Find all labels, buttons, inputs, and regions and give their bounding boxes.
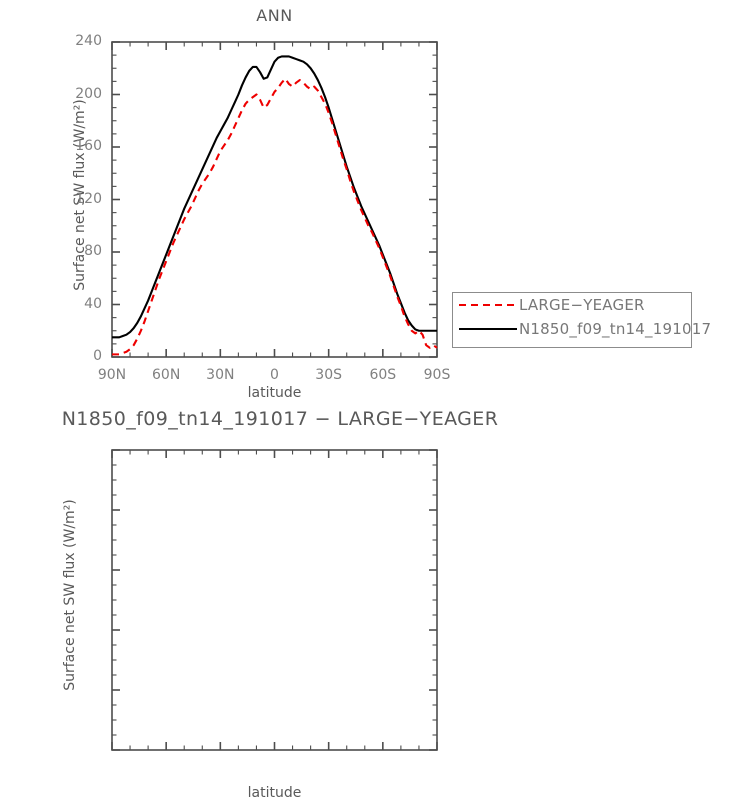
x-tick-label: 90S [423,367,451,383]
x-tick-label: 30N [206,367,235,383]
top-chart-title: ANN [256,6,293,25]
top-chart-frame [111,41,438,358]
x-tick-label: 30S [315,367,342,383]
legend-label-observation: LARGE−YEAGER [519,296,645,314]
y-tick-label: 120 [75,190,102,207]
diff-chart-title: N1850_f09_tn14_191017 − LARGE−YEAGER [61,408,499,430]
y-tick-label: 0 [93,348,102,364]
top-chart-x-axis-label: latitude [247,385,302,401]
top-chart-legend: LARGE−YEAGER N1850_f09_tn14_191017 [452,292,711,348]
y-tick-label: 80 [84,243,102,259]
x-tick-label: 60N [152,367,181,383]
legend-swatch-solid-black [459,322,517,336]
x-tick-label: 60S [369,367,397,383]
legend-label-model: N1850_f09_tn14_191017 [519,320,712,338]
legend-swatch-dashed-red [459,298,517,312]
diff-chart-frame [111,449,438,751]
top-chart-line-model [112,55,437,339]
diff-chart-x-axis-label: latitude [247,785,302,801]
top-chart-ticks [111,41,438,358]
top-plot-graphics [111,41,438,358]
x-tick-label: 90N [97,367,127,383]
x-tick-label: 0 [270,367,279,383]
top-chart-line-observation [112,77,438,356]
legend-item-observation: LARGE−YEAGER [453,293,691,317]
y-tick-label: 200 [75,85,102,102]
diff-chart-ticks [111,449,438,751]
y-tick-label: 160 [75,138,102,154]
y-tick-label: 240 [75,33,102,49]
legend-item-model: N1850_f09_tn14_191017 [453,317,711,341]
diff-plot-graphics [111,449,438,751]
y-tick-label: 40 [84,295,102,312]
